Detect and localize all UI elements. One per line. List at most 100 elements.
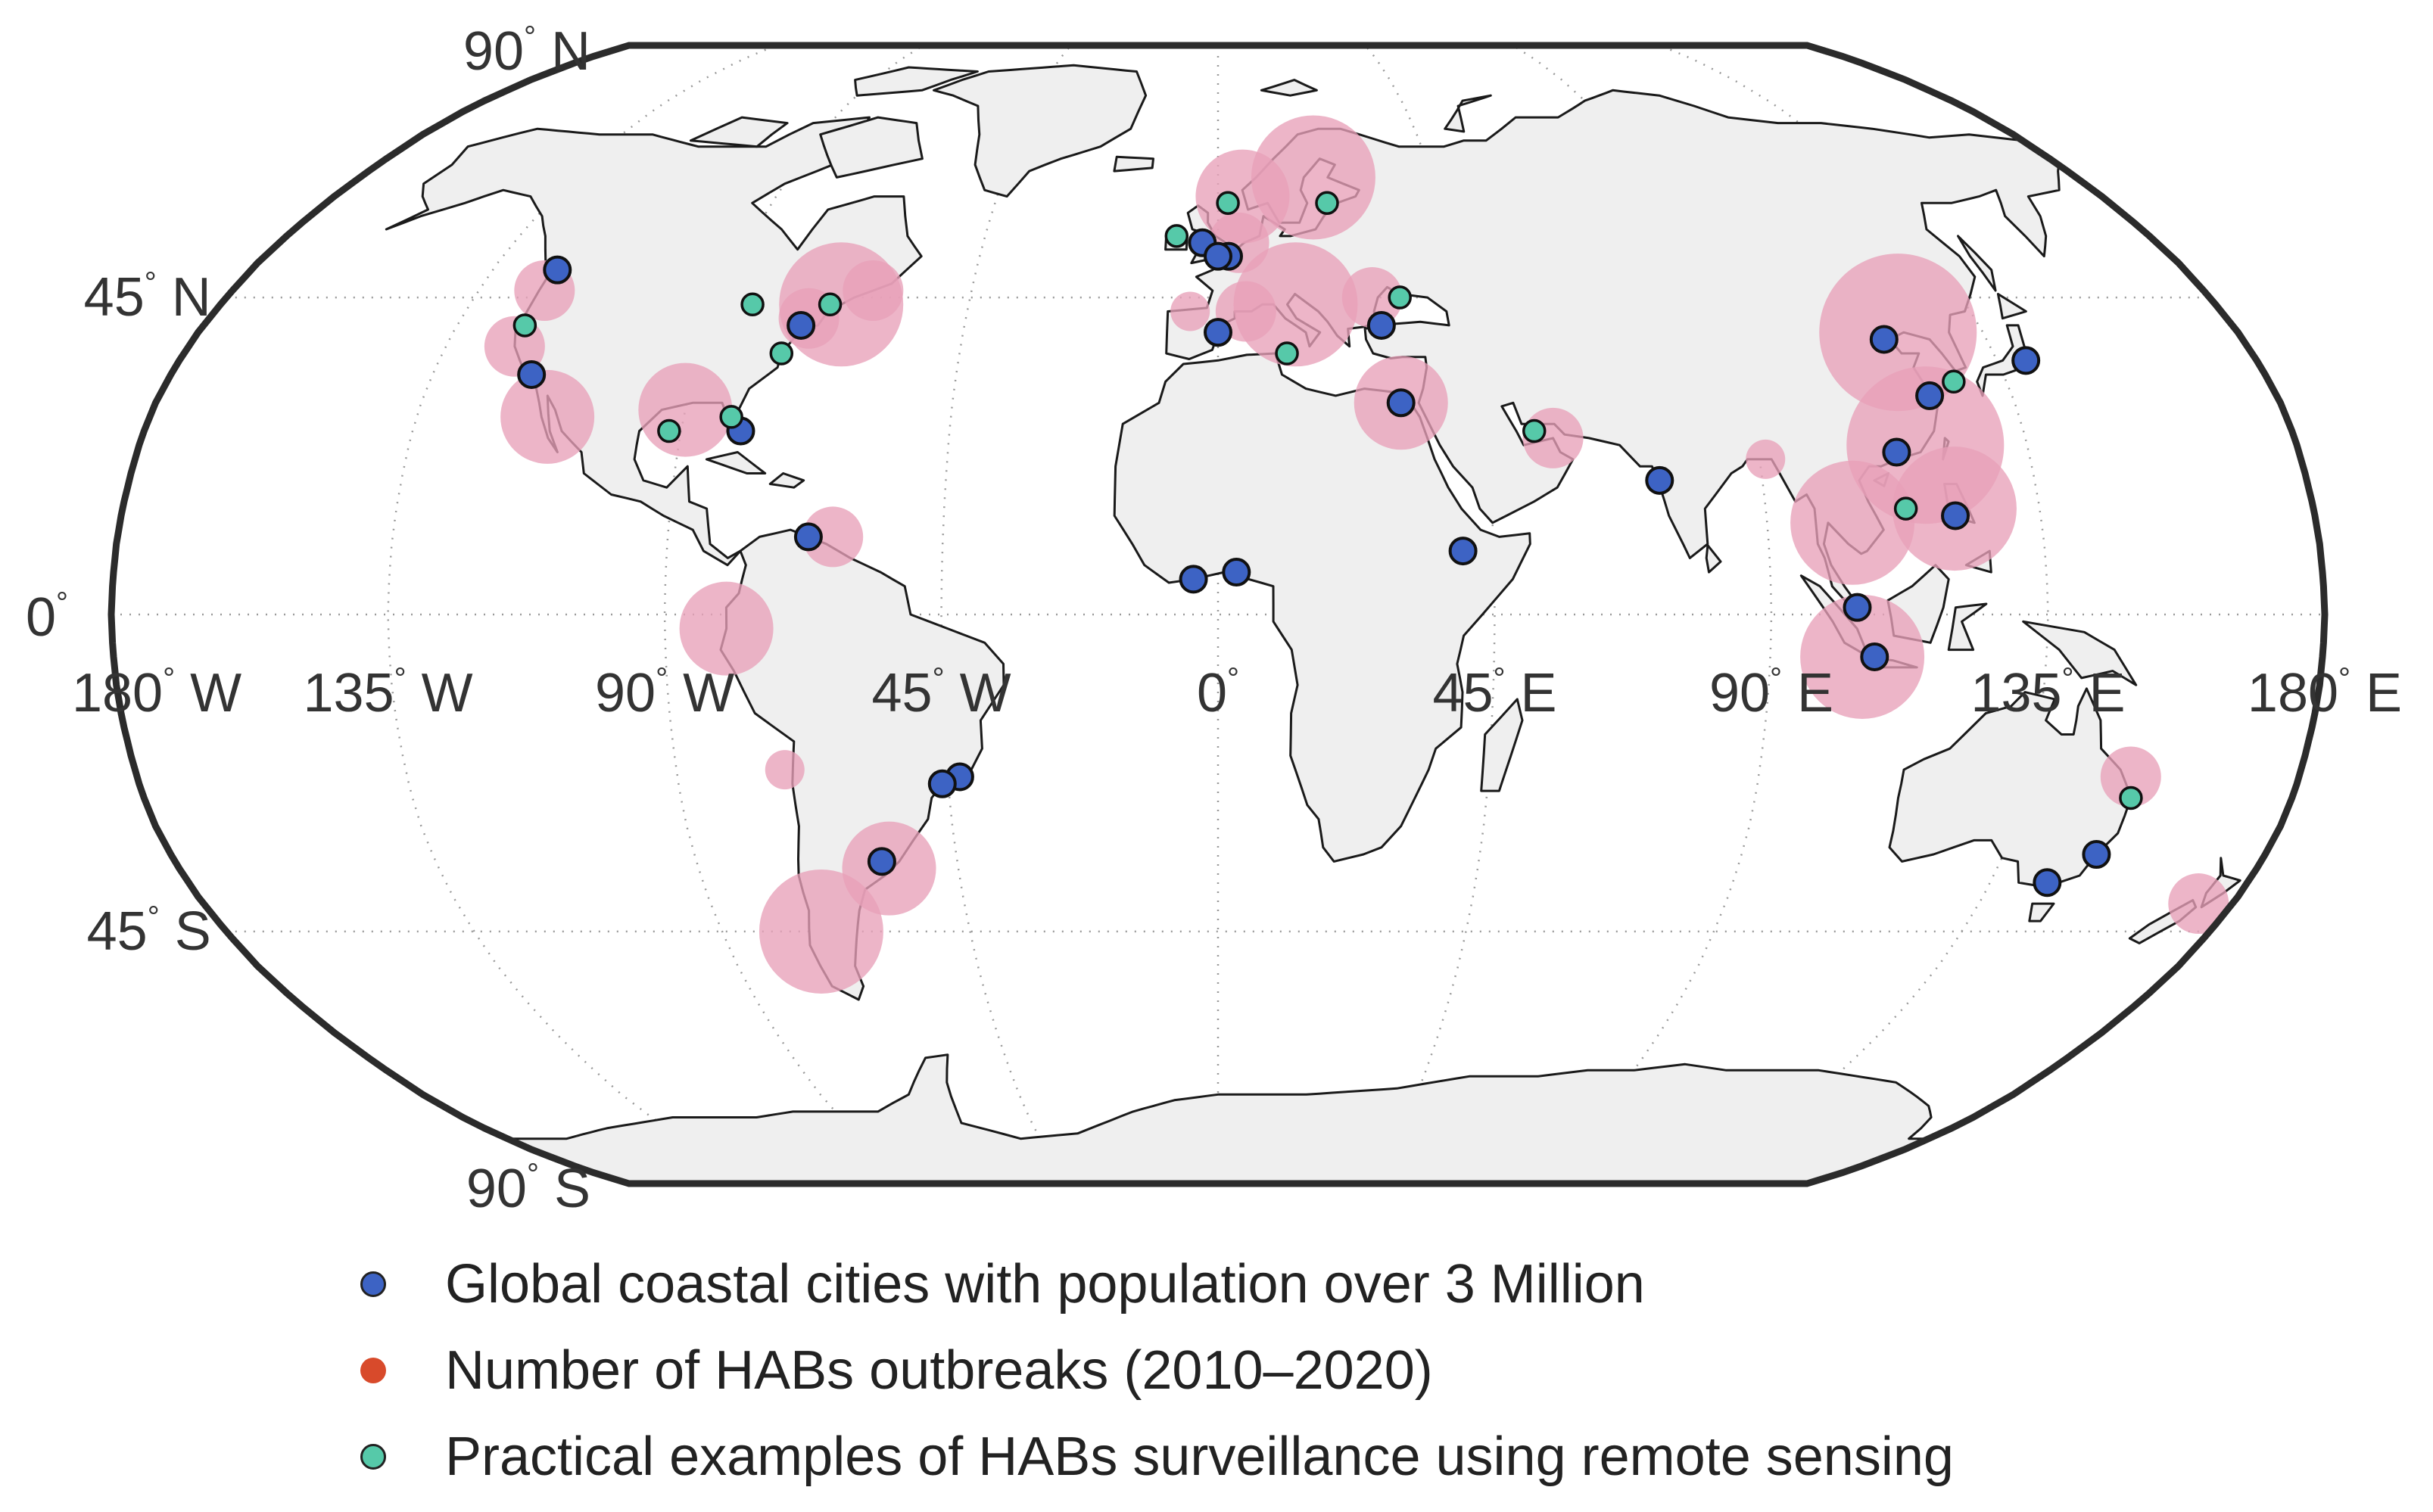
coastal-city-marker <box>1386 388 1416 418</box>
coastal-city-marker <box>2033 868 2062 898</box>
habs-outbreak-circle <box>1790 460 1915 585</box>
surveillance-sites-layer <box>512 191 2143 810</box>
land-greenland <box>933 64 1148 198</box>
lat-label-eq0: 0° <box>26 586 68 648</box>
coastal-city-marker <box>1179 565 1208 594</box>
coastal-city-marker <box>1869 325 1899 354</box>
habs-outbreak-circle <box>638 362 733 457</box>
habs-outbreak-circle <box>843 260 904 321</box>
land-africa <box>1113 352 1531 863</box>
lat-label-S45: 45° S <box>87 901 211 962</box>
habs-outbreak-circle <box>765 750 805 790</box>
coastal-city-marker <box>867 847 896 876</box>
surveillance-site-marker <box>2119 786 2143 810</box>
habs-outbreak-circle <box>759 869 883 994</box>
habs-outbreaks-layer <box>484 115 2229 994</box>
map-border <box>107 42 2329 1187</box>
habs-outbreak-circle <box>1251 115 1375 240</box>
coastal-city-marker <box>1448 537 1478 566</box>
lon-label-W90: 90° W <box>595 662 734 723</box>
coastal-city-marker <box>517 359 547 389</box>
habs-outbreak-circle <box>802 506 864 568</box>
legend: Global coastal cities with population ov… <box>348 1241 1954 1500</box>
surveillance-site-marker <box>719 405 743 429</box>
surveillance-site-marker <box>512 313 537 338</box>
coastal-city-marker <box>1645 465 1674 495</box>
surveillance-site-marker <box>769 341 794 366</box>
lon-label-W135: 135° W <box>303 662 472 723</box>
lon-label-E45: 45° E <box>1432 662 1556 723</box>
coastal-cities-layer <box>517 228 2111 898</box>
legend-item-habs: Number of HABs outbreaks (2010–2020) <box>348 1327 1954 1414</box>
surveillance-site-marker <box>1942 369 1966 394</box>
blue-dot-icon <box>360 1271 386 1297</box>
coastal-city-marker <box>1882 437 1911 467</box>
surveillance-site-marker <box>1216 191 1240 216</box>
coastal-city-marker <box>2082 840 2111 870</box>
land-cuba <box>705 451 767 474</box>
habs-outbreak-circle <box>1233 242 1358 367</box>
coastal-city-marker <box>1860 642 1889 671</box>
land-sulawesi <box>1947 602 1988 652</box>
habs-outbreak-circle <box>1746 439 1786 479</box>
teal-dot-icon <box>360 1444 386 1470</box>
land-antarctica <box>506 1053 1933 1184</box>
graticule-labels: 90° N 45° N 0° 45° S 90° S 180° W 135° W 90° W 4… <box>26 20 2402 1219</box>
surveillance-site-marker <box>1893 496 1918 521</box>
lon-label-W45: 45° W <box>871 662 1011 723</box>
land-novaya-zemlya <box>1444 94 1492 133</box>
habs-outbreak-circle <box>2100 746 2161 807</box>
land-victoria-isl <box>689 116 789 148</box>
habs-outbreak-circle <box>2168 873 2229 935</box>
habs-outbreak-circle <box>500 369 595 464</box>
lon-label-E135: 135° E <box>1970 662 2125 723</box>
orange-dot-icon <box>360 1358 386 1383</box>
surveillance-site-marker <box>1522 418 1547 443</box>
land-hispaniola <box>768 472 805 489</box>
land-baffin <box>819 116 924 179</box>
legend-item-cities: Global coastal cities with population ov… <box>348 1241 1954 1327</box>
coastal-city-marker <box>1222 558 1251 587</box>
surveillance-site-marker <box>1388 285 1412 310</box>
lon-label-E180: 180° E <box>2248 662 2402 723</box>
coastal-city-marker <box>1915 381 1945 410</box>
land-madagascar <box>1480 698 1524 792</box>
land-hokkaido <box>1996 293 2027 320</box>
legend-label-cities: Global coastal cities with population ov… <box>445 1254 1645 1314</box>
lat-label-S90: 90° S <box>466 1158 590 1219</box>
lon-label-E90: 90° E <box>1709 662 1833 723</box>
coastal-city-marker <box>1366 310 1396 340</box>
surveillance-site-marker <box>657 418 681 443</box>
legend-item-surveillance: Practical examples of HABs surveillance … <box>348 1414 1954 1500</box>
coastal-city-marker <box>1204 318 1232 347</box>
surveillance-site-marker <box>1315 191 1339 216</box>
coastal-city-marker <box>1941 501 1970 530</box>
surveillance-site-marker <box>740 292 765 317</box>
habs-outbreak-circle <box>679 581 774 676</box>
lat-label-N90: 90° N <box>463 20 590 82</box>
coastal-city-marker <box>787 310 816 340</box>
land-iceland <box>1113 155 1154 173</box>
lon-label-pm0: 0° <box>1197 662 1239 723</box>
coastal-city-marker <box>1204 241 1232 271</box>
lon-label-W180: 180° W <box>72 662 241 723</box>
land-tasmania <box>2028 902 2055 922</box>
land-ellesmere <box>854 66 979 97</box>
coastal-city-marker <box>927 769 957 798</box>
coastal-city-marker <box>1843 593 1872 622</box>
legend-label-habs: Number of HABs outbreaks (2010–2020) <box>445 1340 1433 1401</box>
surveillance-site-marker <box>1275 341 1299 366</box>
lat-label-N45: 45° N <box>84 266 211 328</box>
world-map: 90° N 45° N 0° 45° S 90° S 180° W 135° W 90° W 4… <box>26 20 2402 1219</box>
habs-outbreak-circle <box>1170 291 1210 331</box>
legend-label-surveillance: Practical examples of HABs surveillance … <box>445 1426 1954 1487</box>
coastal-city-marker <box>2011 346 2041 375</box>
land-new-guinea <box>2022 620 2138 686</box>
surveillance-site-marker <box>818 292 843 317</box>
coastal-city-marker <box>543 255 572 285</box>
land-sakhalin <box>1957 235 1997 292</box>
land-sri-lanka <box>1705 544 1722 574</box>
coastal-city-marker <box>793 522 823 552</box>
land-japan-honshu <box>1976 324 2026 397</box>
land-svalbard <box>1260 79 1318 97</box>
